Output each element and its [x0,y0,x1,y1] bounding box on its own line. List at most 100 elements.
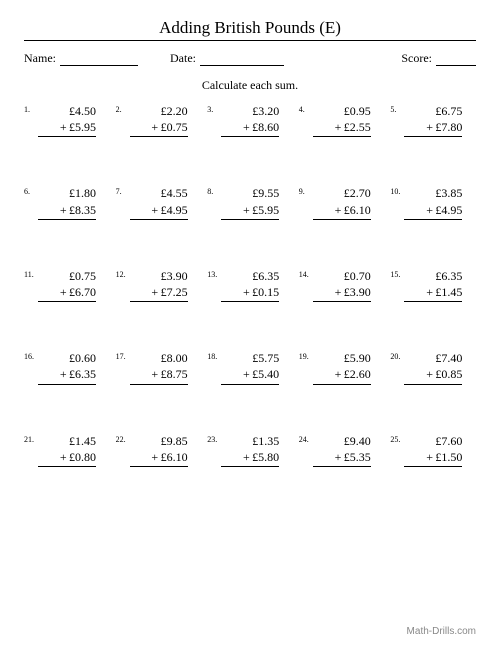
problem-number: 18. [207,350,221,361]
worksheet-page: Adding British Pounds (E) Name: Date: Sc… [0,0,500,647]
addend-bottom: + £5.80 [221,449,279,465]
problem-number: 23. [207,433,221,444]
addend-bottom: + £0.80 [38,449,96,465]
addend-top: £8.00 [130,350,188,366]
problem: 19.£5.90+ £2.60 [299,350,385,384]
problem-number: 7. [116,185,130,196]
sum-rule [38,466,96,467]
sum-rule [404,136,462,137]
problem-body: £2.20+ £0.75 [130,103,188,137]
sum-rule [313,219,371,220]
problem: 5.£6.75+ £7.80 [390,103,476,137]
addend-top: £5.75 [221,350,279,366]
problem-body: £6.35+ £1.45 [404,268,462,302]
problem: 16.£0.60+ £6.35 [24,350,110,384]
problem-number: 4. [299,103,313,114]
problem-body: £4.50+ £5.95 [38,103,96,137]
problem-number: 22. [116,433,130,444]
name-field: Name: [24,51,138,66]
addend-top: £1.45 [38,433,96,449]
problem: 18.£5.75+ £5.40 [207,350,293,384]
problem-number: 16. [24,350,38,361]
problem-number: 14. [299,268,313,279]
problem: 3.£3.20+ £8.60 [207,103,293,137]
problem-body: £0.75+ £6.70 [38,268,96,302]
addend-bottom: + £8.60 [221,119,279,135]
problem-number: 11. [24,268,38,279]
problem-body: £4.55+ £4.95 [130,185,188,219]
addend-bottom: + £5.95 [38,119,96,135]
problem-body: £6.35+ £0.15 [221,268,279,302]
problem-body: £3.90+ £7.25 [130,268,188,302]
problem: 7.£4.55+ £4.95 [116,185,202,219]
problem-number: 8. [207,185,221,196]
score-blank[interactable] [436,53,476,66]
sum-rule [38,301,96,302]
addend-bottom: + £5.35 [313,449,371,465]
problem-number: 21. [24,433,38,444]
problem-number: 12. [116,268,130,279]
addend-top: £6.35 [404,268,462,284]
problem-body: £1.35+ £5.80 [221,433,279,467]
problem-number: 5. [390,103,404,114]
addend-bottom: + £4.95 [130,202,188,218]
date-field: Date: [170,51,284,66]
addend-top: £7.60 [404,433,462,449]
problem: 22.£9.85+ £6.10 [116,433,202,467]
problem-number: 6. [24,185,38,196]
problem-body: £6.75+ £7.80 [404,103,462,137]
addend-top: £7.40 [404,350,462,366]
problem-grid: 1.£4.50+ £5.952.£2.20+ £0.753.£3.20+ £8.… [24,103,476,467]
sum-rule [38,136,96,137]
addend-bottom: + £2.60 [313,366,371,382]
sum-rule [130,384,188,385]
addend-bottom: + £6.70 [38,284,96,300]
problem-body: £7.40+ £0.85 [404,350,462,384]
addend-top: £1.35 [221,433,279,449]
problem-body: £3.85+ £4.95 [404,185,462,219]
problem-body: £2.70+ £6.10 [313,185,371,219]
addend-bottom: + £0.85 [404,366,462,382]
problem: 4.£0.95+ £2.55 [299,103,385,137]
sum-rule [38,219,96,220]
date-blank[interactable] [200,53,284,66]
sum-rule [313,136,371,137]
problem: 1.£4.50+ £5.95 [24,103,110,137]
problem-body: £0.60+ £6.35 [38,350,96,384]
addend-top: £6.75 [404,103,462,119]
problem: 15.£6.35+ £1.45 [390,268,476,302]
problem-body: £5.90+ £2.60 [313,350,371,384]
score-label: Score: [401,51,432,66]
problem-number: 9. [299,185,313,196]
addend-top: £5.90 [313,350,371,366]
problem-body: £9.40+ £5.35 [313,433,371,467]
page-title: Adding British Pounds (E) [24,18,476,38]
name-label: Name: [24,51,56,66]
problem-body: £3.20+ £8.60 [221,103,279,137]
addend-top: £9.55 [221,185,279,201]
addend-bottom: + £1.45 [404,284,462,300]
problem-body: £0.95+ £2.55 [313,103,371,137]
problem-body: £9.55+ £5.95 [221,185,279,219]
addend-bottom: + £0.15 [221,284,279,300]
sum-rule [221,136,279,137]
problem: 9.£2.70+ £6.10 [299,185,385,219]
sum-rule [221,384,279,385]
sum-rule [221,219,279,220]
problem: 24.£9.40+ £5.35 [299,433,385,467]
name-blank[interactable] [60,53,138,66]
addend-top: £4.50 [38,103,96,119]
sum-rule [221,466,279,467]
sum-rule [313,466,371,467]
addend-top: £2.20 [130,103,188,119]
problem-body: £5.75+ £5.40 [221,350,279,384]
problem-number: 20. [390,350,404,361]
addend-top: £0.75 [38,268,96,284]
sum-rule [313,301,371,302]
addend-bottom: + £6.10 [130,449,188,465]
problem-number: 15. [390,268,404,279]
addend-top: £9.40 [313,433,371,449]
problem: 23.£1.35+ £5.80 [207,433,293,467]
addend-bottom: + £1.50 [404,449,462,465]
addend-top: £0.60 [38,350,96,366]
